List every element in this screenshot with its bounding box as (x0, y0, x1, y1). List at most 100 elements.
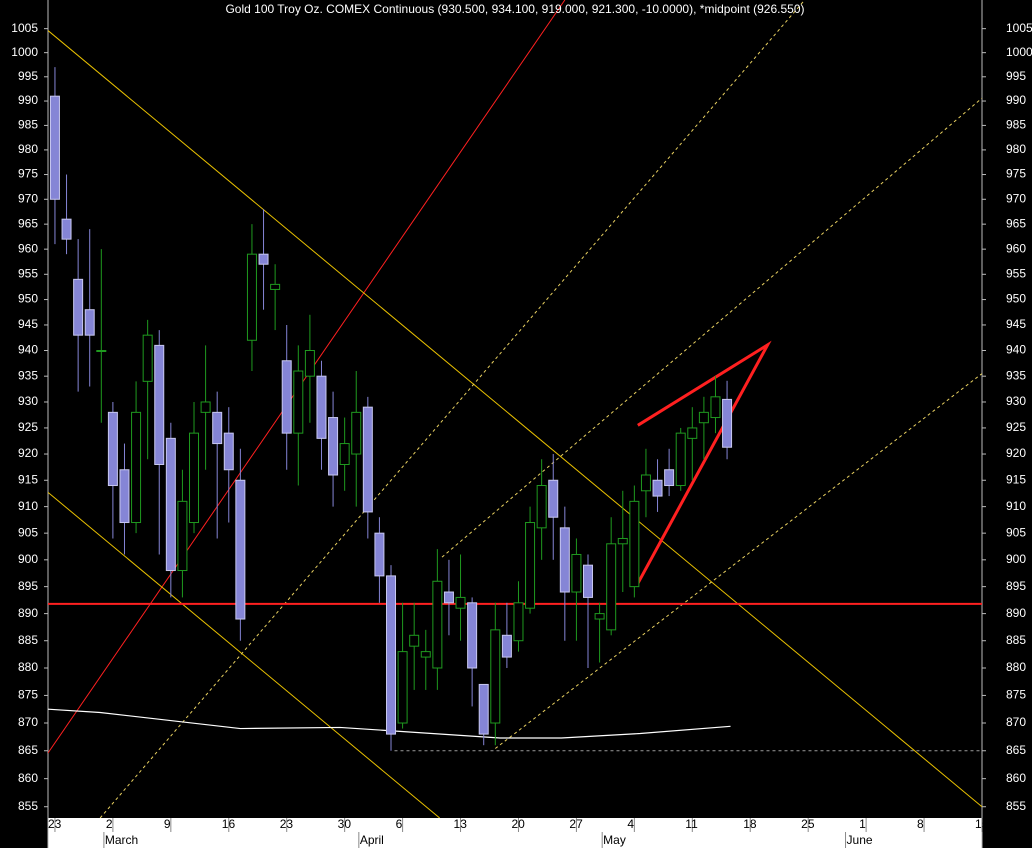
x-tick-label: 16 (222, 817, 236, 831)
candle-body (432, 580, 443, 669)
overlay-line (48, 708, 731, 739)
x-tick-label: 6 (396, 817, 403, 831)
y-tick-label: 930 (1006, 394, 1026, 408)
y-tick-label: 855 (18, 799, 38, 813)
y-tick-label: 960 (18, 241, 38, 255)
y-tick-label: 985 (1006, 118, 1026, 132)
candle-body (246, 253, 257, 341)
x-tick-label: 20 (511, 817, 525, 831)
y-tick-label: 980 (1006, 142, 1026, 156)
candle-body (223, 432, 234, 471)
candle-body (455, 596, 466, 609)
overlay-line (48, 30, 982, 808)
candle-body (652, 479, 663, 497)
y-tick-label: 950 (1006, 292, 1026, 306)
overlay-line (441, 97, 982, 558)
y-tick-label: 940 (1006, 343, 1026, 357)
candle-body (536, 485, 547, 529)
x-axis-band (48, 818, 982, 848)
y-tick-label: 1000 (1006, 45, 1032, 59)
y-tick-label: 890 (1006, 606, 1026, 620)
candle-body (61, 218, 72, 240)
y-tick-label: 910 (1006, 499, 1026, 513)
candle-body (617, 537, 628, 545)
candle-body (258, 253, 269, 265)
candle-body (304, 350, 315, 377)
candle-body (687, 427, 698, 439)
y-tick-label: 950 (18, 292, 38, 306)
candle-body (629, 500, 640, 588)
candle-body (374, 532, 385, 577)
y-tick-label: 900 (1006, 552, 1026, 566)
y-tick-label: 880 (18, 660, 38, 674)
plot-area (48, 0, 982, 818)
candle-body (501, 634, 512, 658)
y-tick-label: 875 (1006, 688, 1026, 702)
y-tick-label: 945 (1006, 317, 1026, 331)
y-tick-label: 925 (1006, 420, 1026, 434)
candle-body (362, 406, 373, 513)
candle-body (420, 651, 431, 658)
overlay-line (48, 491, 440, 818)
y-tick-label: 995 (18, 69, 38, 83)
candle-body (165, 437, 176, 572)
candle-body (698, 411, 709, 424)
y-tick-label: 910 (18, 499, 38, 513)
candle-body (722, 398, 733, 448)
y-tick-label: 885 (1006, 633, 1026, 647)
candle-body (710, 396, 721, 419)
y-tick-label: 975 (18, 167, 38, 181)
candle-body (189, 432, 200, 524)
y-tick-label: 920 (1006, 446, 1026, 460)
candle-body (467, 602, 478, 669)
x-tick-label: 9 (164, 817, 171, 831)
candle-body (606, 543, 617, 631)
y-tick-label: 865 (18, 743, 38, 757)
y-tick-label: 875 (18, 688, 38, 702)
candle-body (119, 469, 130, 524)
month-label: May (603, 833, 626, 847)
y-tick-label: 870 (1006, 715, 1026, 729)
y-tick-label: 1000 (11, 45, 38, 59)
overlay-line (636, 340, 772, 585)
y-tick-label: 995 (1006, 69, 1026, 83)
y-tick-label: 870 (18, 715, 38, 729)
candle-body (640, 474, 651, 492)
candle-body (316, 375, 327, 439)
chart-title: Gold 100 Troy Oz. COMEX Continuous (930.… (225, 2, 804, 16)
y-tick-label: 865 (1006, 743, 1026, 757)
y-tick-label: 980 (18, 142, 38, 156)
y-tick-label: 905 (1006, 525, 1026, 539)
candle-body (154, 344, 165, 466)
candle-body (293, 370, 304, 434)
y-tick-label: 895 (1006, 579, 1026, 593)
y-tick-label: 970 (18, 191, 38, 205)
month-label: March (105, 833, 138, 847)
candle-body (84, 309, 95, 336)
candle-body (281, 360, 292, 434)
y-tick-label: 915 (18, 472, 38, 486)
x-tick-label: 4 (627, 817, 634, 831)
y-tick-label: 890 (18, 606, 38, 620)
candle-body (200, 401, 211, 413)
x-tick-label: 30 (338, 817, 352, 831)
x-tick-label: 23 (280, 817, 294, 831)
x-tick-label: 25 (801, 817, 815, 831)
x-tick-label: 2 (106, 817, 113, 831)
candle-body (142, 334, 153, 382)
x-tick-label: 18 (743, 817, 757, 831)
y-tick-label: 930 (18, 394, 38, 408)
y-tick-label: 880 (1006, 660, 1026, 674)
y-tick-label: 935 (18, 368, 38, 382)
y-tick-label: 970 (1006, 191, 1026, 205)
candle-body (583, 564, 594, 598)
y-tick-label: 900 (18, 552, 38, 566)
y-tick-label: 895 (18, 579, 38, 593)
candle-body (397, 651, 408, 724)
candle-body (73, 278, 84, 336)
candle-body (443, 591, 454, 604)
y-tick-label: 965 (18, 216, 38, 230)
